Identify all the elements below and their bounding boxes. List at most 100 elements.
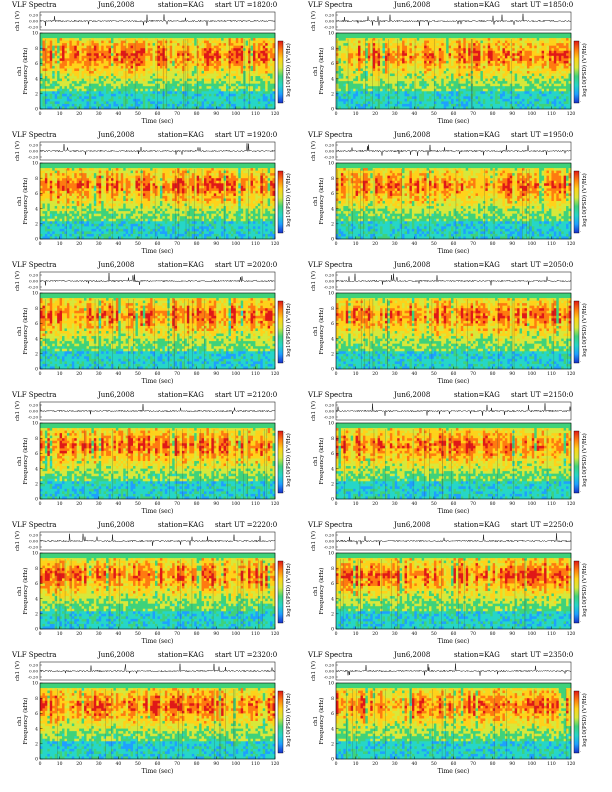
spectrogram-cell [497, 40, 501, 44]
spectrogram-cell [384, 96, 388, 100]
spectrogram-cell [451, 78, 454, 82]
spectrogram-cell [252, 71, 256, 74]
spectrogram-cell [204, 101, 207, 105]
spectrogram-cell [336, 106, 339, 110]
spectrogram-cell [448, 96, 452, 100]
spectrogram-cell [140, 35, 144, 39]
spectrogram-cell [252, 65, 256, 69]
spectrogram-cell [397, 73, 400, 77]
spectrogram-cell [492, 55, 496, 59]
spectrogram-cell [460, 71, 464, 74]
spectrogram-cell [137, 88, 141, 92]
spectrogram-cell [59, 50, 63, 54]
spectrogram-cell [44, 35, 48, 39]
spectrogram-cell [485, 43, 489, 46]
spectrogram-cell [260, 58, 264, 62]
spectrogram-cell [152, 106, 156, 110]
spectrogram-cell [54, 93, 58, 97]
spectrogram-cell [267, 93, 271, 97]
spectrogram-cell [350, 65, 354, 69]
spectrogram-cell [233, 76, 237, 79]
spectrogram-cell [196, 86, 200, 90]
spectrogram-cell [184, 78, 188, 82]
spectrogram-cell [62, 55, 65, 59]
spectrogram-cell [448, 93, 452, 97]
spectrogram-cell [49, 88, 53, 92]
spectrogram-cell [211, 88, 215, 92]
spectrogram-cell [431, 55, 435, 59]
spectrogram-cell [130, 81, 134, 84]
spectrogram-cell [157, 71, 161, 74]
spectrogram-cell [167, 53, 171, 57]
spectrogram-cell [59, 43, 63, 46]
spectrogram-cell [113, 83, 117, 87]
spectrogram-cell [441, 63, 445, 67]
time-tick-label: 120 [271, 111, 280, 117]
spectrogram-cell [52, 96, 55, 100]
spectrogram-cell [96, 38, 100, 41]
spectrogram-cell [115, 86, 119, 90]
spectrogram-cell [482, 68, 486, 72]
spectrogram-cell [184, 91, 188, 95]
spectrogram-cell [362, 68, 366, 72]
spectrogram-cell [125, 93, 129, 97]
spectrogram-cell [255, 50, 259, 54]
spectrogram-cell [235, 78, 239, 82]
spectrogram-cell [142, 91, 146, 95]
spectrogram-cell [473, 81, 476, 84]
spectrogram-cell [370, 103, 374, 107]
spectrogram-cell [106, 35, 109, 39]
spectrogram-cell [47, 81, 51, 84]
spectrogram-cell [81, 81, 85, 84]
spectrogram-cell [169, 50, 173, 54]
spectrogram-cell [443, 88, 447, 92]
spectrogram-cell [243, 86, 246, 90]
spectrogram-cell [221, 55, 224, 59]
spectrogram-cell [199, 103, 202, 107]
spectrogram-cell [137, 78, 141, 82]
spectrogram-cell [338, 83, 342, 87]
spectrogram-cell [497, 63, 501, 67]
spectrogram-cell [355, 98, 359, 102]
spectrogram-cell [392, 35, 396, 39]
panel-start-ut: start UT =1820:0 [215, 1, 277, 10]
spectrogram-cell [426, 63, 430, 67]
spectrogram-cell [74, 91, 78, 95]
spectrogram-cell [174, 55, 178, 59]
spectrogram-cell [201, 93, 205, 97]
spectrogram-cell [367, 86, 371, 90]
spectrogram-cell [113, 96, 117, 100]
spectrogram-cell [406, 96, 410, 100]
spectrogram-cell [120, 93, 124, 97]
spectrogram-cell [137, 96, 141, 100]
spectrogram-cell [480, 43, 484, 46]
spectrogram-cell [424, 71, 427, 74]
spectrogram-cell [113, 103, 117, 107]
spectrogram-cell [389, 53, 393, 57]
spectrogram-cell [172, 45, 175, 49]
spectrogram-cell [179, 101, 183, 105]
spectrogram-cell [424, 55, 427, 59]
spectrogram-cell [409, 103, 413, 107]
spectrogram-cell [353, 81, 356, 84]
spectrogram-cell [421, 63, 425, 67]
spectrogram-cell [81, 58, 85, 62]
spectrogram-cell [453, 98, 457, 102]
spectrogram-cell [115, 68, 119, 72]
spectrogram-cell [40, 58, 43, 62]
spectrogram-cell [367, 98, 371, 102]
spectrogram-cell [402, 33, 405, 36]
spectrogram-cell [257, 68, 261, 72]
spectrogram-cell [235, 35, 239, 39]
spectrogram-cell [243, 96, 246, 100]
spectrogram-cell [191, 71, 195, 74]
spectrogram-cell [429, 35, 432, 39]
waveform-tick-label: 0.00 [29, 19, 38, 24]
spectrogram-cell [441, 73, 445, 77]
spectrogram-cell [468, 65, 471, 69]
spectrogram-cell [91, 55, 95, 59]
spectrogram-cell [57, 50, 60, 54]
spectrogram-cell [226, 48, 229, 52]
spectrogram-cell [49, 60, 53, 64]
spectrogram-cell [409, 88, 413, 92]
